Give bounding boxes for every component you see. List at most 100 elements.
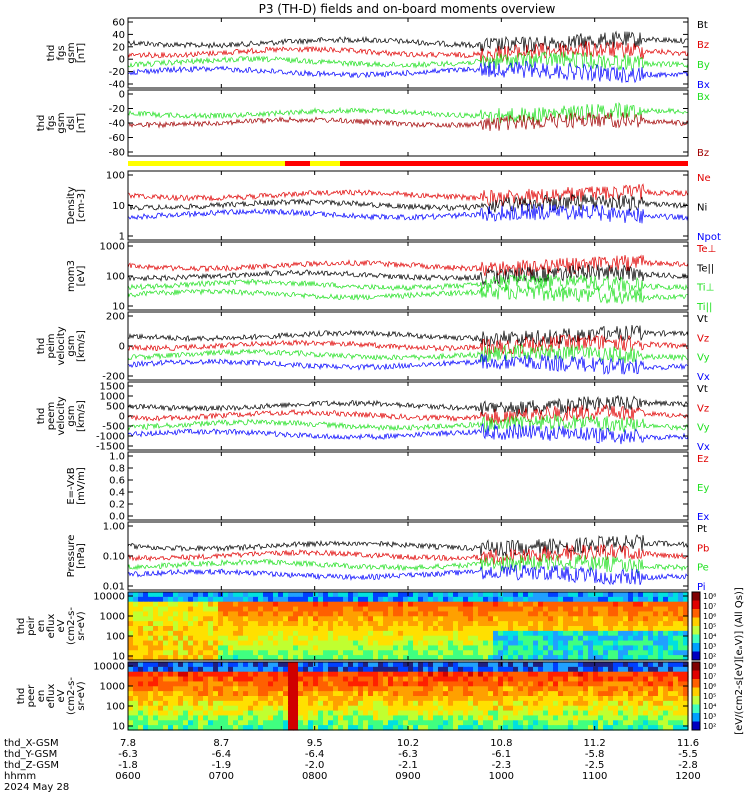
spectrogram-cell — [593, 601, 599, 608]
spectrogram-cell — [503, 710, 509, 717]
spectrogram-cell — [293, 705, 299, 712]
colorbar-label-text: [eV/(cm2-s[eV][eₐV)] (All Qs)] — [734, 587, 745, 735]
spectrogram-cell — [683, 621, 689, 627]
spectrogram-cell — [398, 655, 404, 661]
spectrogram-cell — [398, 611, 404, 617]
spectrogram-cell — [623, 592, 629, 598]
spectrogram-cell — [133, 700, 139, 707]
spectrogram-cell — [288, 662, 294, 668]
spectrogram-cell — [373, 705, 379, 712]
spectrogram-cell — [158, 662, 164, 668]
spectrogram-cell — [568, 645, 574, 651]
colorbar-cell — [692, 617, 700, 627]
spectrogram-cell — [258, 700, 264, 707]
spectrogram-cell — [608, 640, 614, 647]
spectrogram-cell — [528, 662, 534, 668]
spectrogram-cell — [563, 650, 569, 656]
spectrogram-cell — [318, 655, 324, 661]
spectrogram-cell — [213, 696, 219, 702]
spectrogram-cell — [658, 700, 664, 707]
spectrogram-cell — [508, 630, 514, 637]
spectrogram-cell — [503, 596, 509, 603]
spectrogram-cell — [668, 606, 674, 613]
spectrogram-cell — [178, 621, 184, 627]
spectrogram-cell — [518, 715, 524, 721]
spectrogram-cell — [568, 592, 574, 598]
spectrogram-cell — [558, 686, 564, 692]
spectrogram-cell — [453, 635, 459, 642]
spectrogram-cell — [583, 596, 589, 603]
spectrogram-cell — [268, 611, 274, 617]
spectrogram-cell — [638, 596, 644, 603]
spectrogram-cell — [343, 715, 349, 721]
spectrogram-cell — [543, 696, 549, 702]
spectrogram-cell — [133, 596, 139, 603]
series-line-Pt — [127, 534, 689, 557]
spectrogram-cell — [528, 601, 534, 608]
spectrogram-cell — [463, 626, 469, 632]
spectrogram-cell — [563, 681, 569, 687]
series-line-Bz — [127, 41, 689, 63]
spectrogram-cell — [613, 640, 619, 647]
spectrogram-cell — [358, 630, 364, 637]
spectrogram-cell — [568, 715, 574, 721]
spectrogram-cell — [263, 662, 269, 668]
y-tick-label: 0.0 — [109, 512, 125, 523]
spectrogram-cell — [383, 611, 389, 617]
spectrogram-cell — [158, 725, 164, 731]
spectrogram-cell — [488, 640, 494, 647]
spectrogram-cell — [643, 662, 649, 668]
spectrogram-cell — [443, 601, 449, 608]
spectrogram-cell — [463, 681, 469, 687]
spectrogram-cell — [168, 616, 174, 622]
spectrogram-cell — [268, 601, 274, 608]
spectrogram-cell — [398, 592, 404, 598]
spectrogram-cell — [178, 691, 184, 697]
spectrogram-cell — [673, 592, 679, 598]
spectrogram-cell — [328, 691, 334, 697]
spectrogram-cell — [493, 640, 499, 647]
spectrogram-cell — [138, 645, 144, 651]
spectrogram-cell — [558, 666, 564, 673]
spectrogram-cell — [543, 621, 549, 627]
spectrogram-cell — [308, 621, 314, 627]
spectrogram-cell — [643, 686, 649, 692]
spectrogram-cell — [578, 596, 584, 603]
spectrogram-cell — [303, 681, 309, 687]
spectrogram-cell — [598, 635, 604, 642]
spectrogram-cell — [383, 650, 389, 656]
spectrogram-cell — [363, 635, 369, 642]
spectrogram-cell — [313, 650, 319, 656]
spectrogram-cell — [353, 686, 359, 692]
spectrogram-cell — [238, 645, 244, 651]
spectrogram-cell — [443, 696, 449, 702]
spectrogram-cell — [503, 681, 509, 687]
spectrogram-cell — [398, 621, 404, 627]
spectrogram-cell — [653, 592, 659, 598]
legend-Ey: Ey — [697, 483, 709, 494]
spectrogram-cell — [603, 705, 609, 712]
spectrogram-cell — [433, 666, 439, 673]
spectrogram-cell — [623, 626, 629, 632]
spectrogram-cell — [158, 601, 164, 608]
spectrogram-cell — [208, 606, 214, 613]
spectrogram-cell — [518, 720, 524, 726]
spectrogram-cell — [548, 715, 554, 721]
spectrogram-cell — [308, 596, 314, 603]
colorbar-tick-label: 10⁴ — [703, 632, 716, 641]
spectrogram-cell — [453, 616, 459, 622]
spectrogram-cell — [273, 700, 279, 707]
spectrogram-cell — [338, 666, 344, 673]
spectrogram-cell — [588, 596, 594, 603]
spectrogram-cell — [613, 606, 619, 613]
spectrogram-cell — [253, 606, 259, 613]
spectrogram-cell — [473, 676, 479, 683]
spectrogram-cell — [508, 611, 514, 617]
spectrogram-cell — [133, 686, 139, 692]
y-tick-label: 1000 — [100, 682, 125, 693]
spectrogram-cell — [398, 671, 404, 678]
spectrogram-cell — [598, 650, 604, 656]
spectrogram-cell — [158, 671, 164, 678]
spectrogram-cell — [608, 611, 614, 617]
spectrogram-cell — [148, 630, 154, 637]
